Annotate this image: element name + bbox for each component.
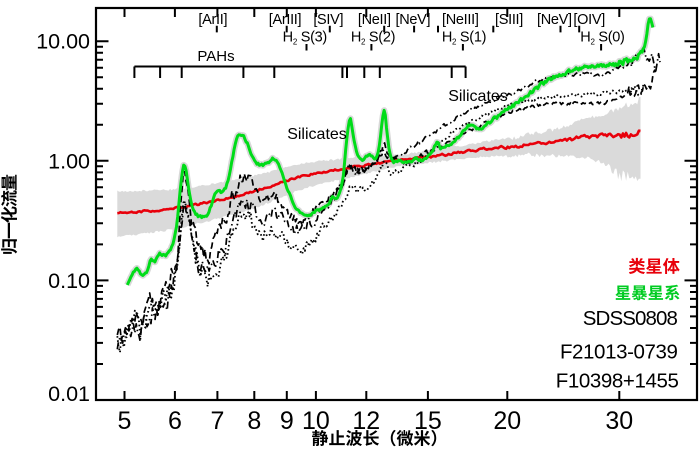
svg-text:H2 S(1): H2 S(1) — [442, 30, 486, 47]
svg-text:H2 S(0): H2 S(0) — [580, 30, 624, 47]
svg-text:F10398+1455: F10398+1455 — [556, 370, 679, 393]
svg-text:1.00: 1.00 — [48, 150, 90, 174]
svg-text:30: 30 — [605, 407, 633, 435]
svg-text:10.00: 10.00 — [36, 29, 90, 53]
svg-text:[ArIII]: [ArIII] — [269, 12, 302, 28]
svg-text:7: 7 — [210, 407, 224, 435]
svg-text:[SIII]: [SIII] — [495, 12, 523, 28]
svg-text:[ArII]: [ArII] — [198, 12, 227, 28]
svg-text:Silicates: Silicates — [448, 88, 508, 105]
svg-text:Silicates: Silicates — [287, 126, 347, 143]
svg-text:5: 5 — [118, 407, 132, 435]
svg-text:[OIV]: [OIV] — [573, 12, 605, 28]
svg-text:F21013-0739: F21013-0739 — [560, 341, 678, 364]
svg-text:0.10: 0.10 — [48, 269, 90, 293]
svg-text:[NeIII]: [NeIII] — [442, 12, 479, 28]
svg-text:SDSS0808: SDSS0808 — [583, 307, 678, 330]
svg-text:[NeV]: [NeV] — [396, 12, 431, 28]
svg-text:8: 8 — [247, 407, 261, 435]
svg-text:[NeII]: [NeII] — [358, 12, 391, 28]
svg-text:PAHs: PAHs — [197, 48, 234, 65]
svg-text:9: 9 — [280, 407, 294, 435]
svg-text:0.01: 0.01 — [48, 382, 90, 406]
svg-text:[SIV]: [SIV] — [313, 12, 343, 28]
svg-text:H2 S(2): H2 S(2) — [351, 30, 395, 47]
svg-text:15: 15 — [414, 407, 442, 435]
svg-text:6: 6 — [168, 407, 182, 435]
svg-text:[NeV]: [NeV] — [537, 12, 572, 28]
svg-text:20: 20 — [493, 407, 521, 435]
svg-text:H2 S(3): H2 S(3) — [283, 30, 327, 47]
